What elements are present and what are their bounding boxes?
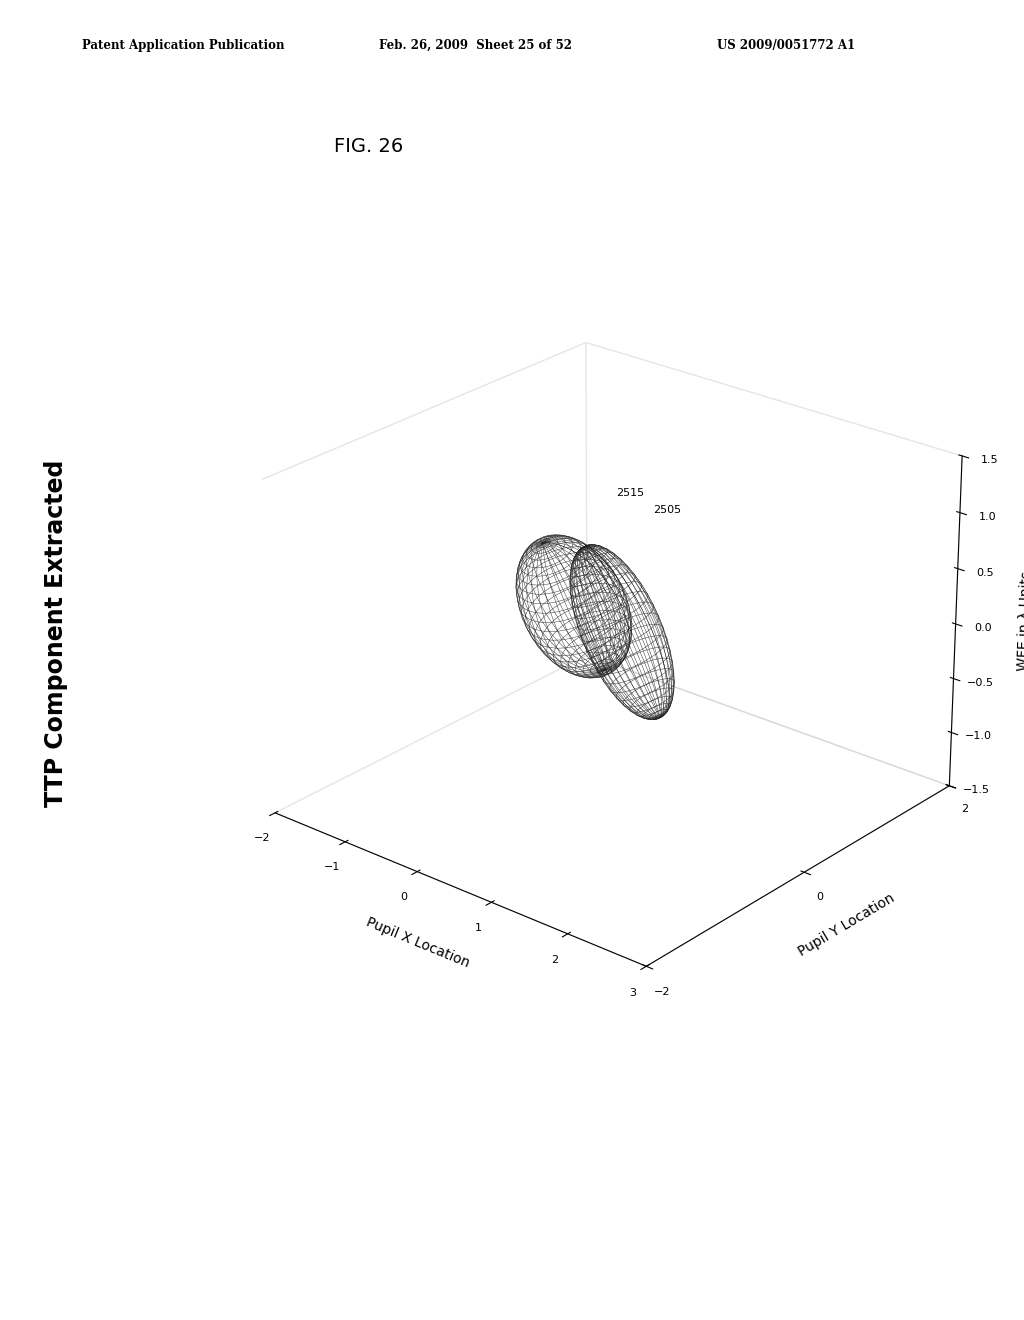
Text: TTP Component Extracted: TTP Component Extracted: [44, 459, 69, 808]
X-axis label: Pupil X Location: Pupil X Location: [365, 915, 472, 970]
Text: FIG. 26: FIG. 26: [334, 137, 403, 156]
Text: US 2009/0051772 A1: US 2009/0051772 A1: [717, 38, 855, 51]
Text: Patent Application Publication: Patent Application Publication: [82, 38, 285, 51]
Y-axis label: Pupil Y Location: Pupil Y Location: [796, 891, 897, 958]
Text: Feb. 26, 2009  Sheet 25 of 52: Feb. 26, 2009 Sheet 25 of 52: [379, 38, 571, 51]
